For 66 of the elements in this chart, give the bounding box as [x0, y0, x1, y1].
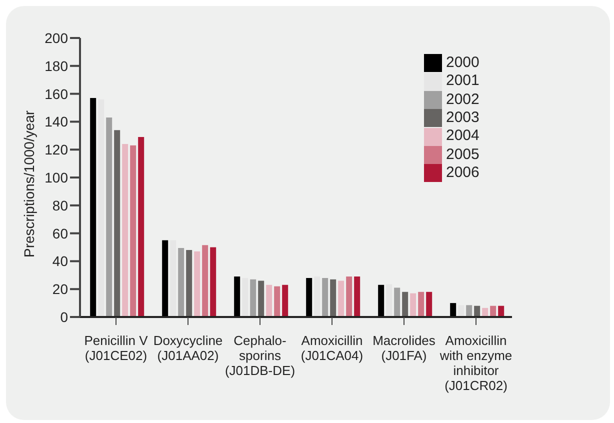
- bar: [474, 306, 480, 317]
- bar: [90, 98, 96, 317]
- bar: [490, 306, 496, 317]
- bar: [234, 276, 240, 317]
- bar: [402, 292, 408, 317]
- bar: [162, 240, 168, 317]
- y-tick-label: 200: [44, 30, 68, 46]
- bar: [498, 306, 504, 317]
- x-tick-label: Amoxicillin (J01CA04): [300, 333, 364, 363]
- legend-label: 2005: [446, 146, 480, 163]
- y-tick-label: 120: [44, 142, 68, 158]
- y-axis-title: Prescriptions/1000/year: [20, 110, 37, 258]
- legend-label: 2002: [446, 90, 480, 108]
- bar: [410, 293, 416, 317]
- bar: [338, 280, 344, 317]
- y-tick-label: 160: [44, 86, 68, 102]
- bar: [330, 279, 336, 317]
- x-tick-label: Macrolides (J01FA): [372, 333, 436, 363]
- bar: [346, 276, 352, 317]
- bar: [378, 284, 384, 317]
- bar: [466, 305, 472, 317]
- bar: [450, 303, 456, 317]
- bar: [242, 278, 248, 317]
- y-tick-label: 180: [44, 58, 68, 74]
- x-tick-label: Cephalo- sporins (J01DB-DE): [224, 333, 296, 378]
- y-tick-label: 40: [52, 253, 68, 270]
- bar: [314, 276, 320, 317]
- bar: [170, 240, 176, 317]
- x-tick-label: Amoxicillin with enzyme inhibitor (J01CR02): [438, 333, 512, 393]
- bar: [274, 286, 280, 317]
- bar: [186, 250, 192, 317]
- legend-label: 2004: [446, 127, 480, 144]
- bar: [194, 251, 200, 317]
- legend-label: 2001: [446, 72, 480, 90]
- x-tick-label: Penicillin V (J01CE02): [84, 333, 148, 363]
- bar: [354, 276, 360, 317]
- bar: [258, 280, 264, 317]
- legend-label: 2006: [446, 164, 480, 181]
- bar: [130, 145, 136, 317]
- y-tick-label: 140: [44, 114, 68, 130]
- y-tick-label: 100: [44, 169, 68, 186]
- bar: [98, 99, 104, 317]
- y-tick-label: 0: [60, 308, 68, 325]
- bar: [114, 130, 120, 317]
- y-tick-label: 80: [52, 197, 68, 214]
- bar: [138, 137, 144, 317]
- bar: [426, 292, 432, 317]
- bar: [202, 245, 208, 317]
- x-tick-label: Doxycycline (J01AA02): [153, 333, 223, 363]
- bar: [266, 284, 272, 317]
- legend-label: 2000: [446, 54, 480, 71]
- bar: [122, 144, 128, 317]
- bar: [458, 305, 464, 317]
- legend-label: 2003: [446, 108, 480, 126]
- bar: [210, 247, 216, 317]
- y-tick-label: 60: [52, 225, 68, 242]
- bar: [178, 248, 184, 317]
- bar: [250, 279, 256, 317]
- bar: [322, 278, 328, 317]
- bar: [106, 118, 112, 317]
- y-tick-label: 20: [52, 281, 68, 298]
- bar: [306, 278, 312, 317]
- bar: [418, 292, 424, 317]
- bar: [386, 284, 392, 317]
- bar: [394, 288, 400, 317]
- bar: [282, 284, 288, 317]
